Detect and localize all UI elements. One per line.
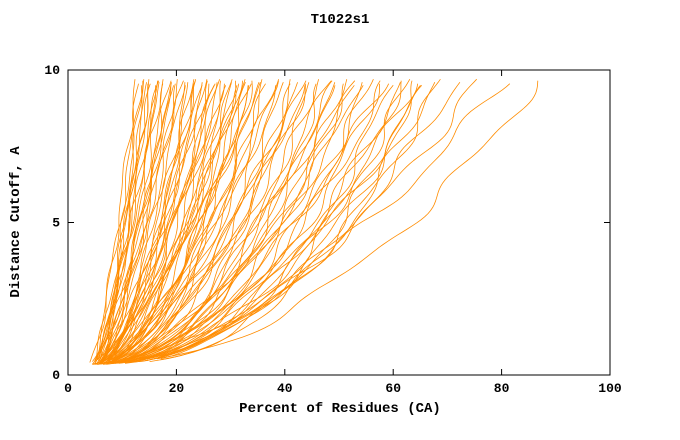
model-curve — [139, 78, 477, 362]
model-curve — [98, 83, 266, 365]
model-curve — [107, 79, 233, 361]
model-curve — [149, 80, 413, 362]
model-curve — [120, 80, 332, 362]
model-curve — [101, 80, 184, 362]
model-curve — [104, 83, 194, 361]
model-curves — [89, 78, 539, 365]
model-curve — [98, 80, 160, 364]
model-curve — [100, 79, 145, 359]
model-curve — [156, 80, 539, 360]
model-curve — [94, 82, 147, 361]
model-curve — [145, 82, 363, 362]
x-tick-label: 20 — [169, 381, 185, 396]
model-curve — [119, 83, 419, 363]
model-curve — [124, 83, 291, 361]
model-curve — [94, 85, 186, 361]
model-curve — [99, 79, 178, 364]
model-curve — [100, 82, 246, 363]
y-tick-label: 10 — [44, 63, 60, 78]
model-curve — [160, 78, 441, 360]
model-curve — [145, 85, 422, 362]
model-curve — [139, 83, 380, 362]
model-curve — [112, 79, 279, 361]
model-curve — [130, 82, 336, 360]
x-axis-title: Percent of Residues (CA) — [239, 401, 441, 417]
model-curve — [100, 82, 189, 362]
model-curve — [107, 85, 276, 363]
model-curve — [107, 83, 216, 363]
model-curve — [106, 79, 197, 364]
model-curve — [126, 85, 421, 363]
model-curve — [119, 85, 364, 362]
model-curve — [92, 79, 348, 365]
model-curve — [118, 80, 402, 364]
x-tick-label: 0 — [64, 381, 72, 396]
model-curve — [127, 83, 511, 361]
x-tick-label: 80 — [494, 381, 510, 396]
model-curve — [116, 82, 298, 363]
model-curve — [106, 80, 333, 365]
model-curve — [97, 82, 260, 365]
chart-title: T1022s1 — [310, 12, 370, 28]
model-curve — [108, 83, 252, 362]
model-curve — [100, 79, 150, 361]
model-curve — [107, 85, 238, 364]
model-curve — [96, 83, 390, 365]
model-curve — [95, 83, 151, 359]
y-tick-label: 5 — [52, 216, 60, 231]
model-curve — [114, 79, 319, 363]
model-curve — [160, 82, 436, 361]
model-curve — [122, 83, 307, 360]
model-curve — [126, 79, 374, 362]
model-curve — [101, 83, 225, 364]
x-tick-label: 60 — [385, 381, 401, 396]
model-curve — [138, 80, 381, 361]
model-curve — [110, 82, 261, 361]
model-curve — [115, 85, 249, 362]
model-curve — [97, 80, 172, 360]
x-tick-label: 40 — [277, 381, 293, 396]
model-curve — [112, 80, 208, 362]
model-curve — [105, 80, 243, 362]
model-curve — [131, 79, 291, 362]
model-curve — [111, 80, 279, 364]
model-curve — [100, 83, 149, 365]
y-tick-label: 0 — [52, 368, 60, 383]
y-axis-title: Distance Cutoff, A — [8, 146, 24, 298]
model-curve — [104, 79, 208, 363]
model-curve — [92, 79, 164, 362]
model-curve — [112, 85, 355, 364]
model-curve — [114, 82, 310, 364]
model-curve — [134, 83, 317, 362]
model-curve — [92, 80, 237, 365]
x-tick-label: 100 — [598, 381, 622, 396]
model-curve — [101, 85, 174, 363]
model-curve — [127, 79, 263, 360]
model-curve — [94, 79, 220, 365]
